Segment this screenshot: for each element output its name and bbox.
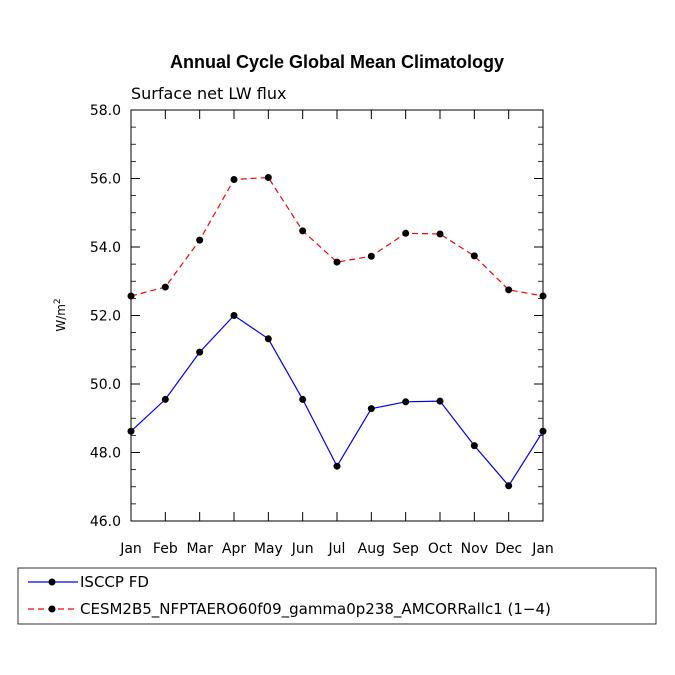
x-tick-label: Sep — [392, 541, 419, 557]
x-tick-label: Mar — [186, 541, 213, 557]
y-tick-label: 48.0 — [90, 446, 121, 462]
data-point — [299, 395, 307, 403]
legend-marker-isccp — [48, 578, 56, 586]
data-point — [230, 176, 238, 184]
series-line-0 — [130, 314, 544, 487]
data-point — [127, 292, 135, 300]
x-tick-label: Aug — [358, 541, 385, 557]
legend-label-cesm: CESM2B5_NFPTAERO60f09_gamma0p238_AMCORRa… — [80, 600, 551, 619]
x-tick-label: Jan — [119, 541, 142, 557]
data-point — [539, 427, 547, 435]
plot-frame — [130, 109, 544, 522]
data-point — [505, 286, 513, 294]
y-tick-label: 52.0 — [90, 309, 121, 325]
y-tick-label: 54.0 — [90, 240, 121, 256]
y-tick-label: 50.0 — [90, 377, 121, 393]
x-tick-label: Apr — [222, 541, 246, 557]
chart-title: Annual Cycle Global Mean Climatology — [170, 52, 504, 72]
x-tick-label: Jan — [531, 541, 554, 557]
series-line-1 — [130, 176, 544, 297]
data-point — [470, 442, 478, 450]
data-point — [161, 283, 169, 291]
x-tick-label: Dec — [495, 541, 522, 557]
x-tick-label: Jul — [328, 541, 346, 557]
data-point — [196, 236, 204, 244]
legend-marker-cesm — [48, 605, 56, 613]
x-tick-label: Nov — [461, 541, 488, 557]
data-point — [333, 462, 341, 470]
data-point — [264, 173, 272, 181]
y-tick-label: 46.0 — [90, 514, 121, 530]
data-point — [470, 252, 478, 260]
data-point — [264, 335, 272, 343]
data-point — [539, 292, 547, 300]
y-tick-label: 56.0 — [90, 172, 121, 188]
data-point — [230, 312, 238, 319]
data-point — [367, 252, 375, 260]
data-point — [402, 398, 410, 406]
y-tick-label: 58.0 — [90, 103, 121, 119]
y-axis: 46.0 48.0 50.0 52.0 54.0 56.0 58.0 — [90, 103, 543, 530]
data-point — [436, 230, 444, 238]
legend-label-isccp: ISCCP FD — [80, 573, 149, 591]
data-point — [402, 229, 410, 237]
data-point — [367, 405, 375, 413]
legend: ISCCP FD CESM2B5_NFPTAERO60f09_gamma0p23… — [17, 567, 657, 625]
data-point — [127, 427, 135, 435]
data-point — [333, 258, 341, 266]
data-point — [161, 395, 169, 403]
x-tick-label: Jun — [291, 541, 314, 557]
x-tick-label: Oct — [428, 541, 453, 557]
data-point — [436, 397, 444, 405]
data-point — [299, 227, 307, 235]
chart-subtitle: Surface net LW flux — [131, 84, 286, 103]
x-tick-label: Feb — [153, 541, 178, 557]
legend-box — [17, 567, 657, 625]
x-tick-label: May — [254, 541, 283, 557]
series-layer — [127, 173, 547, 490]
y-axis-label: W/m2 — [53, 298, 68, 331]
x-axis: Jan Feb Mar Apr May Jun Jul Aug Sep Oct Nov Dec Jan — [119, 110, 554, 557]
data-point — [505, 482, 513, 490]
data-point — [196, 348, 204, 356]
